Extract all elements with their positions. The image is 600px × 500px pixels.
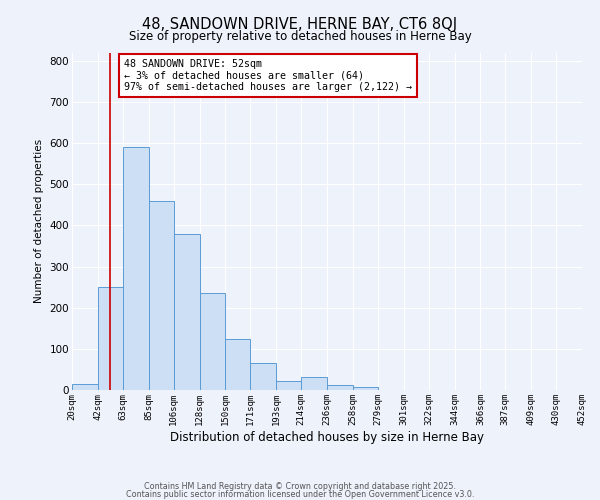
Bar (173, 234, 199, 390)
Bar (123, 147, 149, 390)
Text: Size of property relative to detached houses in Herne Bay: Size of property relative to detached ho… (128, 30, 472, 43)
Bar (72, 384, 98, 390)
Bar (327, 385, 353, 390)
Bar (149, 200, 173, 390)
Text: Contains HM Land Registry data © Crown copyright and database right 2025.: Contains HM Land Registry data © Crown c… (144, 482, 456, 491)
Bar (276, 381, 301, 390)
Text: Contains public sector information licensed under the Open Government Licence v3: Contains public sector information licen… (126, 490, 474, 499)
X-axis label: Distribution of detached houses by size in Herne Bay: Distribution of detached houses by size … (170, 430, 484, 444)
Bar (98, 287, 123, 390)
Bar (199, 294, 226, 390)
Bar (226, 338, 250, 390)
Bar (301, 377, 327, 390)
Text: 48, SANDOWN DRIVE, HERNE BAY, CT6 8QJ: 48, SANDOWN DRIVE, HERNE BAY, CT6 8QJ (142, 18, 458, 32)
Bar (250, 363, 276, 390)
Y-axis label: Number of detached properties: Number of detached properties (34, 139, 44, 304)
Text: 48 SANDOWN DRIVE: 52sqm
← 3% of detached houses are smaller (64)
97% of semi-det: 48 SANDOWN DRIVE: 52sqm ← 3% of detached… (124, 58, 412, 92)
Bar (353, 386, 378, 390)
